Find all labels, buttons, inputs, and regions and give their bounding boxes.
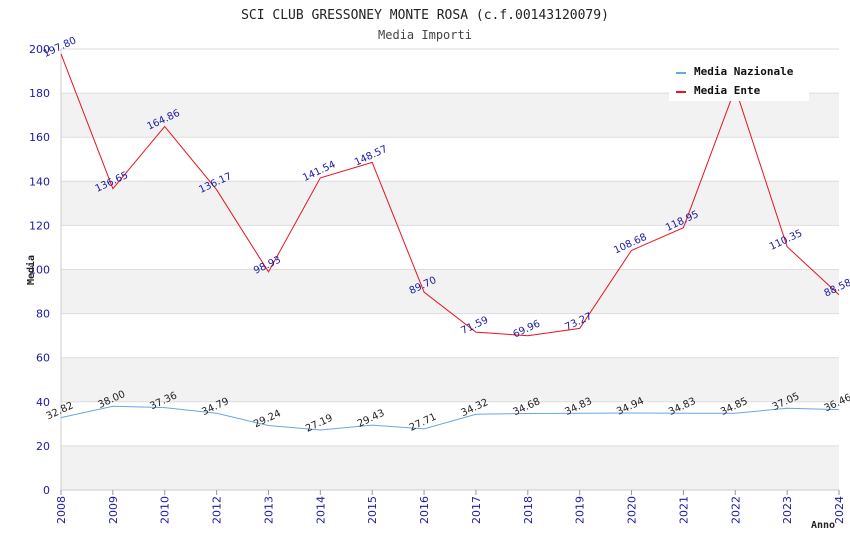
y-tick-label: 20 — [36, 440, 50, 453]
data-label: 69.96 — [511, 318, 542, 340]
y-tick-label: 120 — [29, 219, 50, 232]
y-tick-label: 40 — [36, 396, 50, 409]
y-tick-label: 80 — [36, 308, 50, 321]
x-tick-label: 2013 — [262, 496, 275, 524]
x-tick-label: 2024 — [833, 496, 846, 524]
legend-box — [669, 59, 809, 101]
series-line-media-ente — [60, 53, 840, 337]
x-tick-label: 2012 — [211, 496, 224, 524]
grid-band — [61, 445, 839, 490]
x-tick-label: 2009 — [107, 496, 120, 524]
background-bands — [61, 93, 839, 490]
chart-subtitle: Media Importi — [378, 28, 472, 42]
x-tick-label: 2022 — [729, 496, 742, 524]
y-axis-title: Media — [25, 255, 37, 285]
x-tick-label: 2016 — [418, 496, 431, 524]
x-tick-label: 2010 — [159, 496, 172, 524]
data-label: 148.57 — [353, 144, 389, 169]
grid-band — [61, 269, 839, 314]
data-label: 110.35 — [768, 228, 804, 253]
y-tick-label: 100 — [29, 264, 50, 277]
y-tick-labels: 0 20 40 60 80 100 120 140 160 180 200 — [29, 43, 50, 497]
grid-band — [61, 181, 839, 226]
x-tick-label: 2019 — [574, 496, 587, 524]
legend: Media Nazionale Media Ente — [669, 59, 809, 101]
y-tick-label: 140 — [29, 175, 50, 188]
x-tick-label: 2023 — [781, 496, 794, 524]
x-tick-label: 2020 — [626, 496, 639, 524]
chart-title: SCI CLUB GRESSONEY MONTE ROSA (c.f.00143… — [241, 8, 609, 23]
x-tick-labels: 2008 2009 2010 2012 2013 2014 2015 2016 2017 2018… — [55, 496, 846, 524]
y-tick-label: 60 — [36, 352, 50, 365]
data-label: 27.19 — [304, 413, 335, 435]
y-tick-label: 0 — [43, 484, 50, 497]
x-axis-title: Anno — [811, 520, 835, 531]
data-label: 27.71 — [408, 412, 439, 434]
grid-band — [61, 357, 839, 402]
x-tick-label: 2008 — [55, 496, 68, 524]
y-tick-label: 200 — [29, 43, 50, 56]
x-tick-label: 2014 — [314, 496, 327, 524]
data-label: 29.24 — [252, 408, 283, 430]
axes — [60, 49, 840, 495]
x-tick-label: 2015 — [366, 496, 379, 524]
y-tick-label: 160 — [29, 131, 50, 144]
series-layer — [60, 53, 840, 431]
legend-label-media-nazionale: Media Nazionale — [694, 65, 794, 78]
data-label: 71.59 — [460, 315, 491, 337]
data-label: 197.80 — [42, 35, 78, 60]
data-label: 73.27 — [563, 311, 594, 333]
data-label: 29.43 — [356, 408, 387, 430]
y-tick-label: 180 — [29, 87, 50, 100]
x-tick-label: 2018 — [522, 496, 535, 524]
legend-label-media-ente: Media Ente — [694, 84, 761, 97]
series-line-media-nazionale — [60, 405, 840, 431]
x-tick-label: 2021 — [677, 496, 690, 524]
x-tick-label: 2017 — [470, 496, 483, 524]
